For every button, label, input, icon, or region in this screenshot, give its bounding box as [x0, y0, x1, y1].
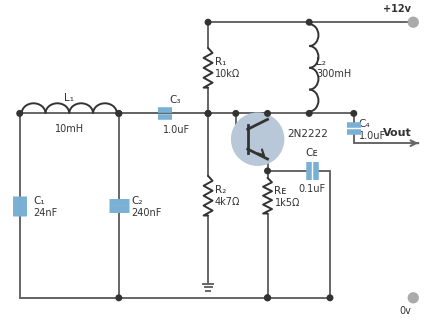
Text: 300mH: 300mH — [316, 69, 351, 79]
Text: Rᴇ: Rᴇ — [275, 186, 287, 196]
Text: C₃: C₃ — [169, 95, 181, 106]
Text: R₁: R₁ — [215, 57, 227, 67]
Text: R₂: R₂ — [215, 185, 226, 195]
Text: 1.0uF: 1.0uF — [359, 131, 386, 141]
Text: 1k5Ω: 1k5Ω — [275, 198, 300, 208]
Circle shape — [17, 111, 22, 116]
Text: L₂: L₂ — [316, 57, 326, 67]
Text: 24nF: 24nF — [33, 208, 58, 218]
Text: C₂: C₂ — [132, 196, 143, 206]
Circle shape — [116, 111, 121, 116]
Circle shape — [233, 111, 239, 116]
Circle shape — [205, 111, 211, 116]
Circle shape — [205, 111, 211, 116]
Circle shape — [306, 20, 312, 25]
Text: 2N2222: 2N2222 — [287, 129, 328, 139]
Text: 10kΩ: 10kΩ — [215, 69, 240, 79]
Circle shape — [265, 111, 270, 116]
Circle shape — [327, 295, 333, 300]
Text: 1.0uF: 1.0uF — [163, 125, 190, 135]
Text: L₁: L₁ — [64, 92, 74, 102]
Circle shape — [351, 111, 356, 116]
Circle shape — [265, 168, 270, 174]
Circle shape — [116, 111, 121, 116]
Text: C₄: C₄ — [359, 119, 370, 129]
Text: 0.1uF: 0.1uF — [299, 184, 326, 194]
Circle shape — [205, 20, 211, 25]
Text: 0v: 0v — [399, 306, 411, 316]
Text: +12v: +12v — [383, 4, 411, 14]
Circle shape — [306, 111, 312, 116]
Circle shape — [408, 17, 418, 27]
Circle shape — [265, 295, 270, 300]
Circle shape — [408, 293, 418, 303]
Text: Vout: Vout — [383, 128, 411, 138]
Text: 4k7Ω: 4k7Ω — [215, 197, 240, 207]
Text: C₁: C₁ — [33, 196, 45, 206]
Text: Cᴇ: Cᴇ — [306, 148, 318, 158]
Circle shape — [232, 113, 284, 165]
Circle shape — [116, 295, 121, 300]
Text: 240nF: 240nF — [132, 208, 162, 218]
Circle shape — [265, 295, 270, 300]
Text: 10mH: 10mH — [55, 124, 84, 134]
